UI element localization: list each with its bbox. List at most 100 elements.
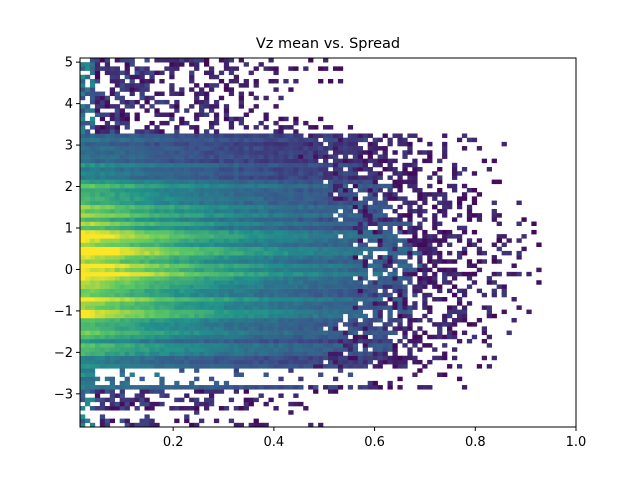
heatmap-cell <box>337 351 344 357</box>
heatmap-cell <box>179 183 185 189</box>
heatmap-cell <box>461 192 468 197</box>
heatmap-cell <box>174 125 180 130</box>
heatmap-cell <box>452 217 458 222</box>
heatmap-cell <box>288 175 294 180</box>
heatmap-cell <box>342 271 349 277</box>
heatmap-cell <box>243 175 249 180</box>
heatmap-cell <box>303 301 309 306</box>
heatmap-cell <box>352 150 359 155</box>
heatmap-cell <box>223 284 230 289</box>
heatmap-cell <box>362 213 368 218</box>
heatmap-cell <box>298 297 304 302</box>
heatmap-cell <box>238 179 244 185</box>
heatmap-cell <box>318 196 324 201</box>
heatmap-cell <box>208 146 215 151</box>
heatmap-cell <box>288 301 294 306</box>
heatmap-cell <box>248 183 254 189</box>
heatmap-cell <box>407 208 413 214</box>
heatmap-cell <box>318 297 324 302</box>
heatmap-cell <box>194 284 200 289</box>
heatmap-cell <box>114 359 120 365</box>
heatmap-cell <box>134 347 140 352</box>
heatmap-cell <box>199 158 205 164</box>
heatmap-cell <box>466 263 473 268</box>
heatmap-cell <box>352 351 359 357</box>
heatmap-cell <box>218 171 225 176</box>
heatmap-cell <box>208 288 215 294</box>
heatmap-cell <box>194 276 200 281</box>
heatmap-cell <box>392 343 398 348</box>
heatmap-cell <box>402 301 408 306</box>
heatmap-cell <box>412 225 418 231</box>
heatmap-cell <box>159 355 165 361</box>
heatmap-cell <box>204 192 210 197</box>
heatmap-cell <box>154 250 160 256</box>
heatmap-cell <box>382 229 388 235</box>
heatmap-cell <box>124 158 130 164</box>
heatmap-cell <box>129 309 135 315</box>
heatmap-cell <box>159 242 165 247</box>
heatmap-cell <box>263 167 269 172</box>
heatmap-cell <box>337 297 344 302</box>
heatmap-cell <box>268 242 274 247</box>
heatmap-cell <box>407 322 413 327</box>
heatmap-cell <box>174 204 180 210</box>
heatmap-cell <box>169 347 175 352</box>
heatmap-cell <box>94 297 101 302</box>
heatmap-cell <box>323 263 329 268</box>
heatmap-cell <box>199 317 205 323</box>
heatmap-cell <box>362 242 368 247</box>
heatmap-cell <box>476 267 483 273</box>
heatmap-cell <box>154 280 160 285</box>
heatmap-cell <box>377 343 383 348</box>
heatmap-cell <box>442 150 448 155</box>
heatmap-cell <box>293 385 299 390</box>
heatmap-cell <box>119 255 125 260</box>
heatmap-cell <box>387 192 393 197</box>
heatmap-cell <box>94 78 101 84</box>
heatmap-cell <box>144 87 150 92</box>
heatmap-cell <box>223 297 230 302</box>
heatmap-cell <box>159 385 165 390</box>
heatmap-cell <box>104 326 111 331</box>
heatmap-cell <box>452 171 458 176</box>
heatmap-cell <box>332 196 339 201</box>
heatmap-cell <box>139 129 145 134</box>
heatmap-cell <box>342 255 349 260</box>
heatmap-cell <box>204 259 210 264</box>
heatmap-cell <box>218 406 225 411</box>
heatmap-cell <box>154 162 160 168</box>
heatmap-cell <box>208 229 215 235</box>
heatmap-cell <box>248 280 254 285</box>
heatmap-cell <box>263 183 269 189</box>
heatmap-cell <box>268 175 274 180</box>
heatmap-cell <box>119 213 125 218</box>
heatmap-cell <box>332 376 339 382</box>
heatmap-cell <box>159 393 165 398</box>
heatmap-cell <box>169 225 175 231</box>
heatmap-cell <box>437 208 443 214</box>
heatmap-cell <box>417 255 423 260</box>
heatmap-cell <box>159 196 165 201</box>
heatmap-cell <box>174 330 180 336</box>
heatmap-cell <box>164 213 170 218</box>
heatmap-cell <box>288 385 294 390</box>
heatmap-cell <box>134 171 140 176</box>
heatmap-cell <box>273 330 279 336</box>
heatmap-cell <box>352 288 359 294</box>
heatmap-cell <box>283 317 289 323</box>
heatmap-cell <box>223 313 230 319</box>
heatmap-cell <box>283 297 289 302</box>
heatmap-cell <box>179 309 185 315</box>
heatmap-cell <box>342 137 349 143</box>
heatmap-cell <box>228 78 235 84</box>
heatmap-cell <box>208 364 215 369</box>
heatmap-cell <box>308 217 314 222</box>
heatmap-cell <box>124 183 130 189</box>
heatmap-cell <box>323 125 329 130</box>
heatmap-cell <box>491 259 497 264</box>
heatmap-cell <box>223 62 230 67</box>
heatmap-cell <box>109 171 116 176</box>
heatmap-cell <box>318 192 324 197</box>
heatmap-cell <box>382 322 388 327</box>
